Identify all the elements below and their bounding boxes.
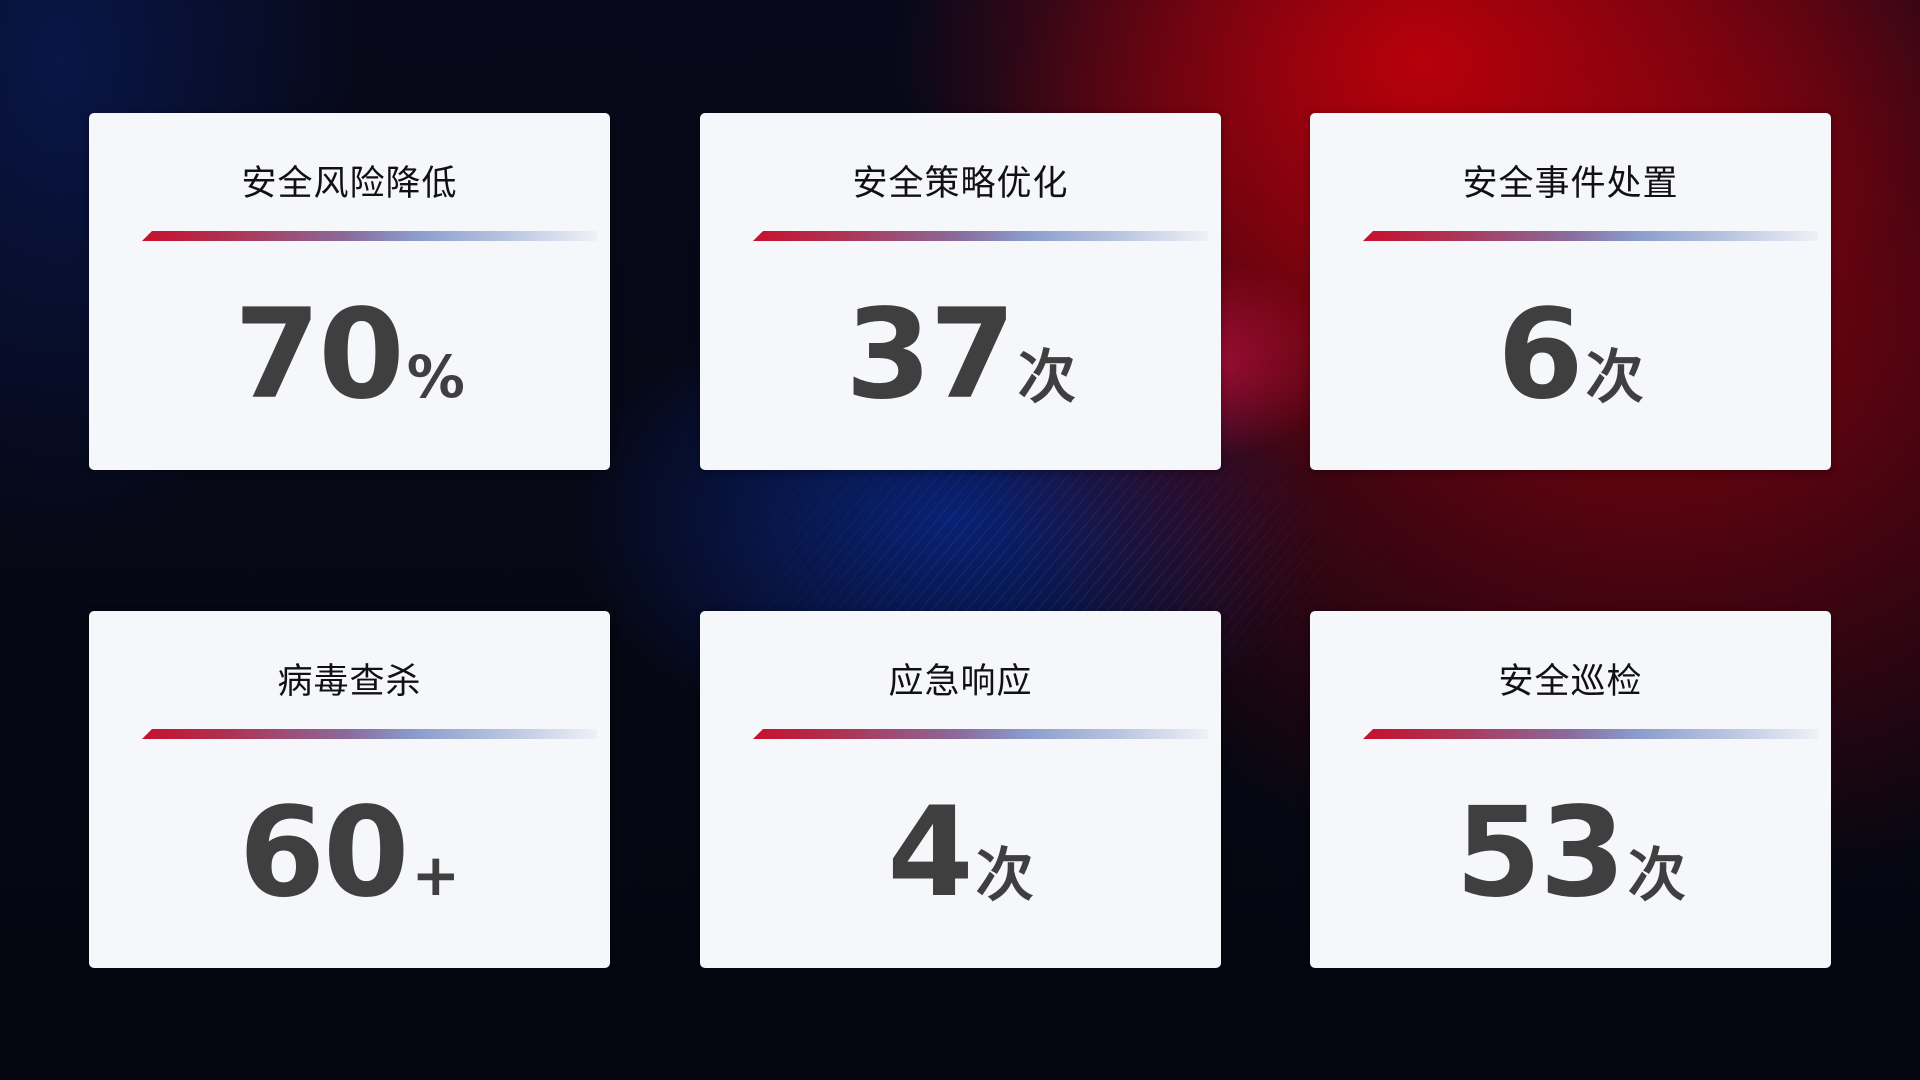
card-value: 6次 [1310, 283, 1831, 427]
stat-card-virus-removal: 病毒查杀 60+ [89, 611, 610, 968]
value-number: 53 [1455, 781, 1626, 925]
value-number: 60 [238, 781, 410, 925]
value-number: 6 [1497, 283, 1583, 427]
card-title: 安全策略优化 [852, 164, 1069, 204]
value-number: 37 [845, 283, 1016, 427]
card-title: 安全风险降低 [241, 164, 458, 204]
stat-card-policy-optimization: 安全策略优化 37次 [700, 113, 1221, 470]
card-title: 病毒查杀 [277, 662, 422, 702]
gradient-divider [1363, 231, 1818, 241]
stat-card-incident-handling: 安全事件处置 6次 [1310, 113, 1831, 470]
gradient-divider [142, 729, 597, 739]
card-value: 53次 [1310, 781, 1831, 925]
value-number: 70 [234, 283, 405, 427]
stat-card-risk-reduction: 安全风险降低 70% [89, 113, 610, 470]
stat-card-emergency-response: 应急响应 4次 [700, 611, 1221, 968]
card-title: 应急响应 [888, 662, 1033, 702]
value-unit: 次 [1017, 343, 1076, 411]
card-value: 37次 [700, 283, 1221, 427]
gradient-divider [142, 231, 597, 241]
gradient-divider [753, 231, 1208, 241]
gradient-divider [753, 729, 1208, 739]
value-unit: + [411, 841, 461, 909]
stat-card-security-inspection: 安全巡检 53次 [1310, 611, 1831, 968]
card-value: 60+ [89, 781, 610, 925]
value-unit: % [406, 343, 465, 411]
card-title: 安全巡检 [1498, 662, 1643, 702]
gradient-divider [1363, 729, 1818, 739]
value-unit: 次 [1627, 841, 1686, 909]
value-unit: 次 [1585, 343, 1644, 411]
card-value: 4次 [700, 781, 1221, 925]
value-number: 4 [887, 781, 973, 925]
card-value: 70% [89, 283, 610, 427]
value-unit: 次 [975, 841, 1034, 909]
card-title: 安全事件处置 [1462, 164, 1679, 204]
